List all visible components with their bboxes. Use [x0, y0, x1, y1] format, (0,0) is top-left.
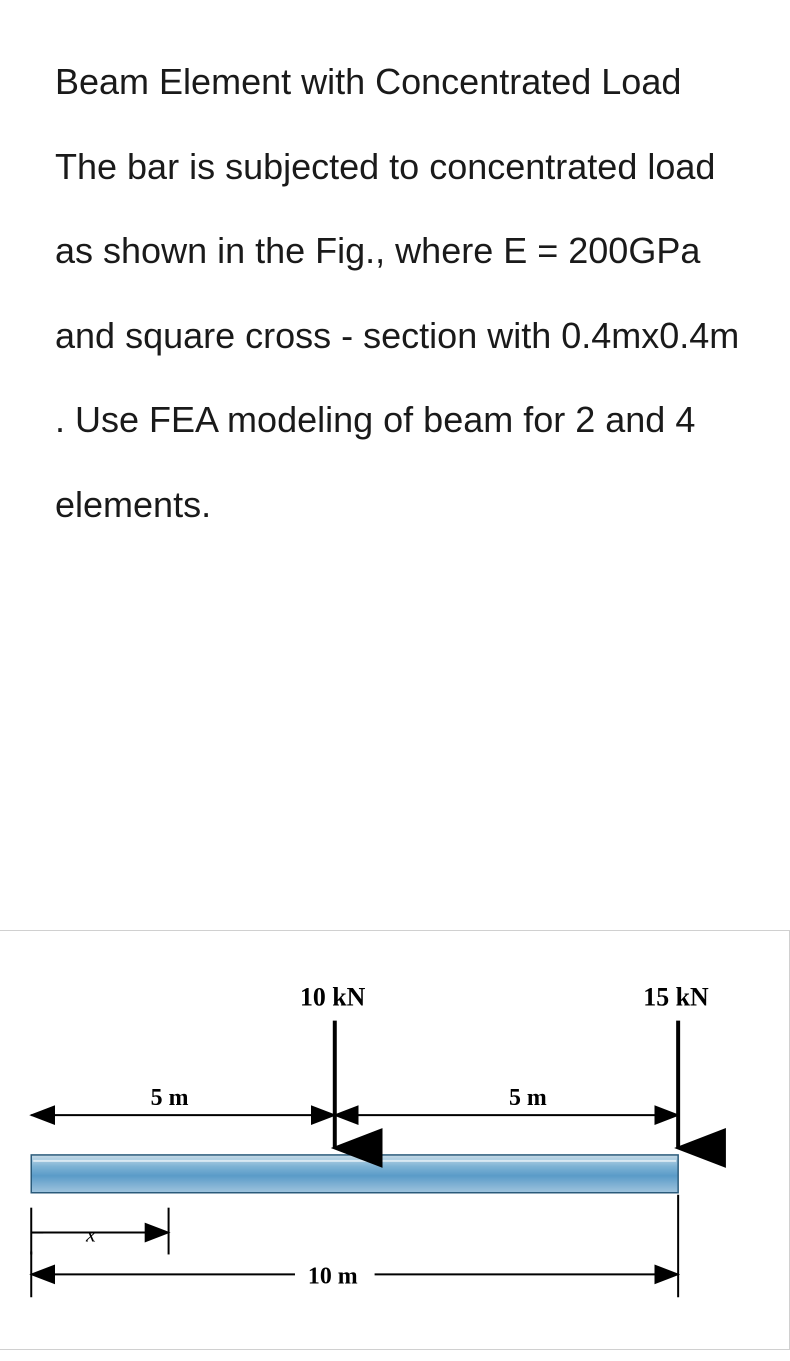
x-variable-label: x	[85, 1222, 96, 1247]
load-2-label: 15 kN	[643, 983, 709, 1012]
beam-diagram-svg: 5 m 5 m 10 kN 15 kN x 10 m	[0, 931, 789, 1349]
beam-diagram: 5 m 5 m 10 kN 15 kN x 10 m	[0, 930, 790, 1350]
dim-upper-left-label: 5 m	[151, 1085, 189, 1111]
dim-upper-right-label: 5 m	[509, 1085, 547, 1111]
problem-statement: Beam Element with Concentrated Load The …	[0, 0, 790, 548]
load-1-label: 10 kN	[300, 983, 366, 1012]
dim-lower-label: 10 m	[308, 1263, 358, 1289]
